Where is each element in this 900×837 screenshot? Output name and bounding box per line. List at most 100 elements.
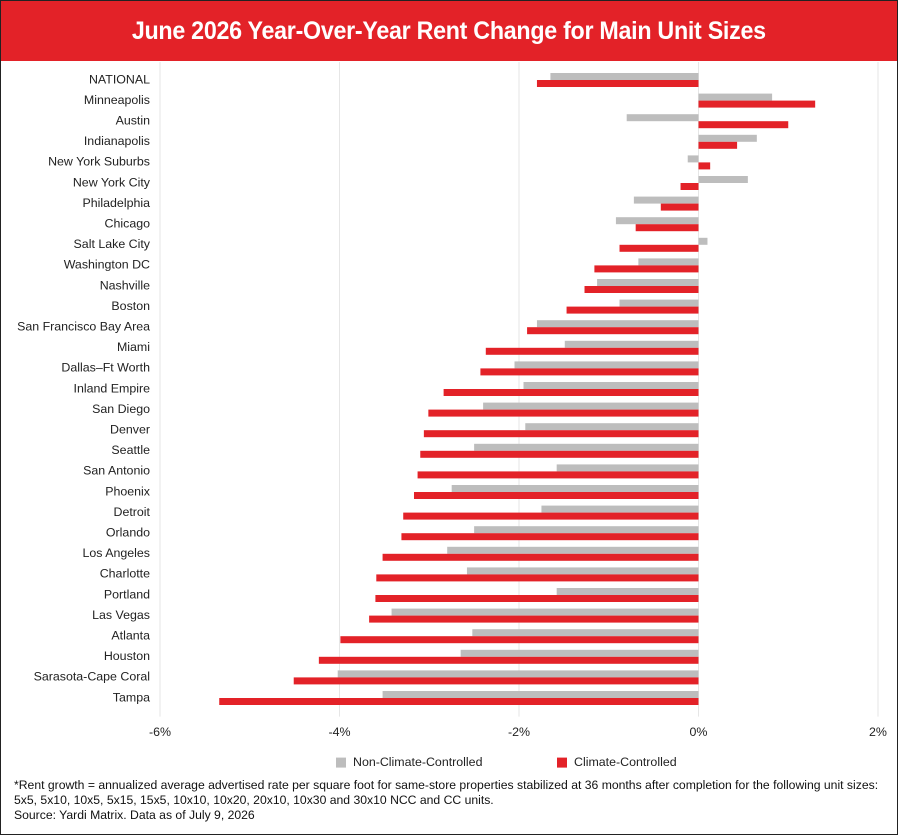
- bar-climate: [485, 347, 699, 355]
- legend-swatch: [557, 757, 567, 768]
- category-label: Atlanta: [111, 628, 150, 642]
- footnote-definition: *Rent growth = annualized average advert…: [14, 778, 879, 807]
- category-label: Minneapolis: [84, 93, 150, 107]
- bar-non-climate: [698, 237, 708, 245]
- bar-climate: [536, 80, 699, 87]
- bar-non-climate: [447, 546, 699, 554]
- bar-climate: [698, 100, 816, 108]
- bar-non-climate: [472, 629, 699, 637]
- x-tick-label: -4%: [328, 725, 350, 739]
- bar-non-climate: [638, 258, 699, 266]
- bar-climate: [698, 141, 738, 149]
- category-label: Boston: [111, 299, 150, 313]
- category-label: Dallas–Ft Worth: [61, 361, 150, 375]
- legend-swatch: [336, 757, 346, 768]
- category-label: Los Angeles: [82, 546, 150, 560]
- bar-climate: [340, 636, 699, 644]
- bar-climate: [619, 244, 699, 252]
- bar-non-climate: [698, 176, 748, 183]
- category-label: NATIONAL: [89, 72, 150, 86]
- bar-non-climate: [460, 649, 699, 657]
- category-label: Las Vegas: [92, 608, 150, 622]
- bar-climate: [428, 409, 699, 417]
- category-label: New York Suburbs: [48, 155, 150, 169]
- bar-climate: [293, 677, 699, 685]
- bar-non-climate: [626, 114, 699, 122]
- category-label: Seattle: [111, 443, 150, 457]
- bar-non-climate: [615, 217, 699, 225]
- x-tick-label: 0%: [690, 725, 708, 739]
- category-label: Sarasota-Cape Coral: [34, 670, 150, 684]
- category-label: Nashville: [100, 278, 150, 292]
- bar-climate: [680, 183, 699, 190]
- category-label: San Francisco Bay Area: [17, 319, 150, 333]
- category-label: Inland Empire: [74, 381, 151, 395]
- bar-climate: [423, 430, 699, 438]
- bar-non-climate: [597, 279, 699, 286]
- bar-climate: [219, 698, 699, 705]
- bar-climate: [698, 162, 711, 170]
- bar-climate: [584, 286, 699, 293]
- category-label: San Diego: [92, 402, 150, 416]
- bar-non-climate: [619, 299, 699, 307]
- bar-non-climate: [698, 93, 773, 101]
- bar-non-climate: [382, 691, 699, 698]
- title-bar: June 2026 Year-Over-Year Rent Change for…: [1, 1, 897, 61]
- category-label: Detroit: [114, 505, 151, 519]
- bar-climate: [369, 615, 699, 623]
- bar-climate: [480, 368, 699, 376]
- category-label: Portland: [104, 587, 150, 601]
- bar-non-climate: [698, 134, 757, 142]
- category-label: Tampa: [113, 690, 150, 704]
- category-label: Phoenix: [105, 484, 151, 498]
- bar-non-climate: [451, 485, 699, 492]
- category-label: Houston: [104, 649, 150, 663]
- bar-non-climate: [541, 505, 699, 513]
- bar-chart: NATIONAL Minneapolis Austin Indianapolis New…: [17, 62, 887, 769]
- bar-non-climate: [525, 423, 699, 431]
- bar-climate: [698, 121, 789, 129]
- bar-climate: [401, 533, 699, 541]
- bar-non-climate: [556, 464, 699, 472]
- bar-climate: [443, 389, 699, 396]
- bar-non-climate: [536, 320, 699, 328]
- bar-climate: [566, 306, 699, 314]
- legend-label: Climate-Controlled: [574, 755, 677, 769]
- bar-non-climate: [391, 608, 699, 616]
- x-tick-label: -6%: [149, 725, 171, 739]
- bar-non-climate: [550, 73, 699, 80]
- bar-climate: [594, 265, 699, 273]
- bar-climate: [382, 553, 699, 561]
- bar-non-climate: [474, 443, 699, 451]
- legend-label: Non-Climate-Controlled: [353, 755, 483, 769]
- category-label: Washington DC: [64, 258, 150, 272]
- x-tick-label: -2%: [508, 725, 530, 739]
- x-tick-label: 2%: [869, 725, 887, 739]
- bar-climate: [527, 327, 699, 335]
- bar-climate: [318, 656, 699, 664]
- bar-climate: [417, 471, 699, 479]
- bar-non-climate: [523, 382, 699, 389]
- category-label: Austin: [116, 113, 151, 127]
- bar-climate: [376, 574, 699, 582]
- bar-climate: [660, 203, 699, 211]
- category-label: Chicago: [105, 216, 151, 230]
- category-label: New York City: [73, 175, 151, 189]
- bar-climate: [403, 512, 699, 520]
- bar-climate: [420, 450, 699, 458]
- bar-climate: [413, 492, 699, 499]
- category-label: Denver: [110, 422, 150, 436]
- bar-non-climate: [514, 361, 699, 369]
- bar-non-climate: [633, 196, 699, 204]
- category-label: Orlando: [106, 525, 150, 539]
- footnote-source: Source: Yardi Matrix. Data as of July 9,…: [14, 808, 255, 822]
- bar-non-climate: [337, 670, 699, 678]
- category-label: Philadelphia: [82, 196, 150, 210]
- bar-climate: [635, 224, 699, 232]
- category-label: Indianapolis: [84, 134, 150, 148]
- category-label: Miami: [117, 340, 150, 354]
- bar-non-climate: [466, 567, 699, 575]
- bar-non-climate: [556, 588, 699, 595]
- chart-title: June 2026 Year-Over-Year Rent Change for…: [132, 16, 766, 45]
- bar-climate: [375, 595, 699, 602]
